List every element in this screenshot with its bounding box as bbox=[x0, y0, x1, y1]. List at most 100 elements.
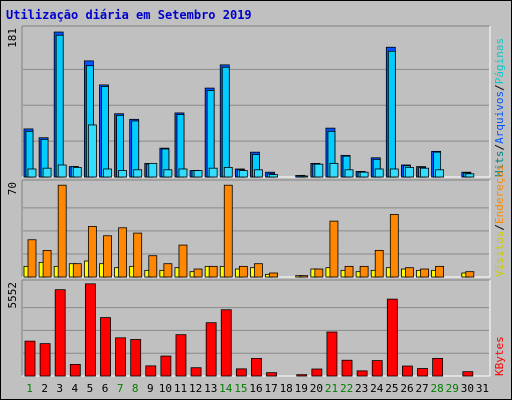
bar-pages bbox=[299, 175, 309, 178]
bar-kbytes bbox=[24, 340, 36, 377]
bar-hosts bbox=[238, 265, 248, 278]
bar-kbytes bbox=[130, 339, 142, 377]
bar-files bbox=[176, 114, 185, 178]
bar-files bbox=[116, 114, 124, 178]
bar-pages bbox=[148, 162, 158, 178]
bar-kbytes bbox=[417, 368, 428, 377]
bar-pages bbox=[223, 166, 233, 178]
x-tick-label: 2 bbox=[41, 382, 48, 395]
bar-hosts bbox=[178, 244, 188, 278]
chart-title: Utilização diária em Setembro 2019 bbox=[6, 8, 252, 22]
bar-hosts bbox=[163, 263, 173, 278]
x-axis-ticks: 1 2 3 4 5 6 7 8 9 10 11 12 13 14 15 16 17 18 19 20 21 22 23 24 2… bbox=[26, 382, 489, 395]
bar-pages bbox=[57, 164, 67, 178]
bar-kbytes bbox=[205, 322, 217, 377]
panel-legend: Visitas/Endereços bbox=[493, 164, 506, 277]
panel-kbytes: 5552 KBytes bbox=[6, 279, 506, 377]
bar-hosts bbox=[314, 268, 324, 278]
legend-entry: Hits bbox=[493, 151, 506, 178]
x-tick-label: 16 bbox=[249, 382, 262, 395]
panel-visits-hosts: 70 Visitas/Endereços bbox=[6, 164, 506, 278]
x-tick-label: 18 bbox=[280, 382, 293, 395]
bar-pages bbox=[42, 167, 52, 178]
bar-hosts bbox=[435, 265, 445, 278]
bar-pages bbox=[420, 167, 429, 178]
bar-kbytes bbox=[296, 374, 308, 377]
bar-hosts bbox=[57, 184, 67, 278]
bar-files bbox=[221, 66, 230, 178]
chart-panels: 181Hits/Arquivos/Páginas70Visitas/Endere… bbox=[6, 25, 506, 377]
bar-hosts bbox=[193, 268, 203, 278]
bar-pages bbox=[163, 169, 173, 178]
x-tick-label: 31 bbox=[476, 382, 489, 395]
legend-entry: / bbox=[493, 224, 506, 231]
legend-entry: Visitas bbox=[493, 231, 506, 277]
x-tick-label: 8 bbox=[132, 382, 139, 395]
bar-hosts bbox=[299, 275, 309, 278]
x-tick-label: 12 bbox=[189, 382, 202, 395]
legend-entry: / bbox=[493, 144, 506, 151]
bar-hosts bbox=[27, 239, 37, 278]
x-tick-label: 22 bbox=[340, 382, 353, 395]
bar-kbytes bbox=[190, 367, 202, 377]
bar-pages bbox=[178, 168, 188, 178]
bar-kbytes bbox=[432, 358, 444, 377]
bar-kbytes bbox=[251, 358, 262, 377]
bar-kbytes bbox=[462, 371, 474, 377]
x-tick-label: 6 bbox=[102, 382, 109, 395]
legend-entry: KBytes bbox=[493, 336, 506, 376]
x-tick-label: 21 bbox=[325, 382, 338, 395]
x-tick-label: 1 bbox=[26, 382, 33, 395]
bar-hosts bbox=[87, 226, 97, 278]
bar-hosts bbox=[389, 214, 399, 278]
x-tick-label: 24 bbox=[370, 382, 384, 395]
bar-hosts bbox=[223, 184, 233, 278]
bar-kbytes bbox=[175, 334, 187, 377]
bar-pages bbox=[87, 124, 97, 178]
bar-kbytes bbox=[371, 360, 383, 377]
bar-kbytes bbox=[54, 289, 66, 377]
bar-pages bbox=[359, 171, 369, 178]
x-tick-label: 27 bbox=[415, 382, 428, 395]
bar-pages bbox=[103, 168, 112, 178]
bar-pages bbox=[193, 170, 203, 178]
y-max-label: 181 bbox=[6, 28, 19, 48]
bar-pages bbox=[329, 162, 339, 178]
bar-hosts bbox=[374, 249, 384, 278]
bar-hosts bbox=[359, 265, 369, 278]
bar-files bbox=[101, 86, 109, 178]
bar-hosts bbox=[72, 263, 82, 278]
bar-kbytes bbox=[100, 317, 111, 377]
bar-pages bbox=[238, 170, 248, 178]
bar-pages bbox=[374, 168, 384, 178]
bar-hosts bbox=[329, 220, 339, 278]
bar-kbytes bbox=[311, 368, 323, 377]
legend-entry: / bbox=[493, 84, 506, 91]
x-tick-label: 7 bbox=[117, 382, 124, 395]
x-tick-label: 19 bbox=[295, 382, 308, 395]
bar-hosts bbox=[344, 265, 354, 278]
bar-pages bbox=[435, 169, 445, 178]
x-tick-label: 28 bbox=[431, 382, 444, 395]
bar-pages bbox=[72, 166, 82, 178]
bar-kbytes bbox=[326, 331, 338, 377]
plot-area bbox=[22, 180, 490, 277]
bar-kbytes bbox=[84, 283, 96, 377]
bar-hosts bbox=[148, 255, 158, 278]
bar-kbytes bbox=[266, 372, 277, 377]
bar-kbytes bbox=[115, 337, 126, 377]
x-tick-label: 13 bbox=[204, 382, 217, 395]
bar-kbytes bbox=[402, 365, 413, 377]
bar-pages bbox=[314, 163, 324, 178]
x-tick-label: 9 bbox=[147, 382, 154, 395]
x-tick-label: 23 bbox=[355, 382, 368, 395]
bar-kbytes bbox=[69, 363, 81, 377]
x-tick-label: 25 bbox=[385, 382, 398, 395]
bar-pages bbox=[344, 169, 354, 178]
bar-hosts bbox=[133, 232, 143, 278]
bar-kbytes bbox=[341, 359, 353, 377]
bar-kbytes bbox=[220, 309, 232, 377]
bar-kbytes bbox=[235, 368, 247, 377]
bar-pages bbox=[254, 169, 263, 178]
